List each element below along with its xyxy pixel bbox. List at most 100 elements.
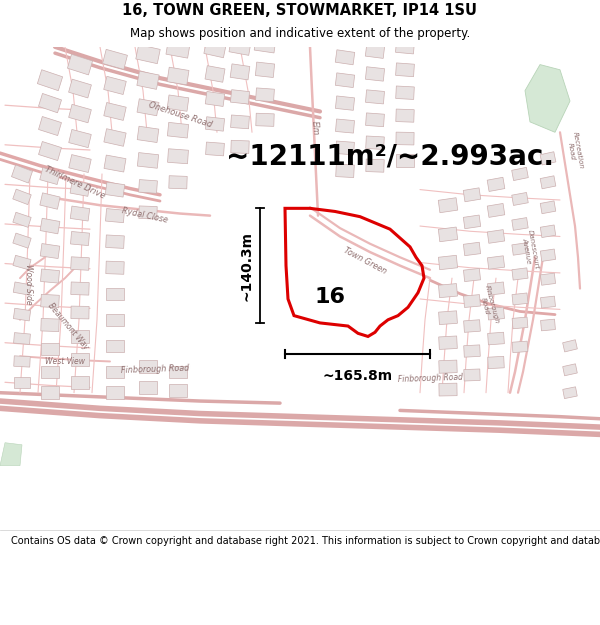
Bar xyxy=(464,320,481,332)
Text: Recreation
Road: Recreation Road xyxy=(565,131,584,171)
Bar xyxy=(488,332,505,345)
Bar xyxy=(230,64,250,80)
Bar xyxy=(365,67,385,81)
Bar xyxy=(563,364,577,376)
Text: Onehouse Road: Onehouse Road xyxy=(147,100,213,129)
Bar xyxy=(106,235,124,248)
Bar xyxy=(541,249,556,261)
Bar xyxy=(40,168,60,184)
Bar xyxy=(38,141,61,161)
Bar xyxy=(106,314,124,326)
Bar xyxy=(229,38,251,56)
Bar xyxy=(166,40,190,58)
Bar xyxy=(463,242,481,256)
Bar xyxy=(104,155,126,172)
Bar xyxy=(335,96,355,111)
Text: Wood Side: Wood Side xyxy=(23,264,32,304)
Bar xyxy=(136,44,160,64)
Bar xyxy=(106,261,124,274)
Bar xyxy=(106,209,124,222)
Bar xyxy=(512,242,528,255)
Bar xyxy=(463,268,481,282)
Bar xyxy=(464,294,481,308)
Bar xyxy=(68,104,91,122)
Bar xyxy=(41,386,59,399)
Bar xyxy=(71,306,89,319)
Bar xyxy=(540,152,556,165)
Bar xyxy=(167,95,189,111)
Bar xyxy=(206,142,224,156)
Bar xyxy=(106,288,124,300)
Bar xyxy=(563,387,577,399)
Bar xyxy=(41,269,59,283)
Bar xyxy=(463,215,481,229)
Bar xyxy=(256,62,275,78)
Text: West View: West View xyxy=(45,357,85,366)
Bar xyxy=(487,256,505,269)
Bar xyxy=(139,361,157,373)
Bar xyxy=(137,71,159,89)
Bar xyxy=(439,227,458,242)
Bar xyxy=(41,294,59,308)
Bar xyxy=(396,132,414,145)
Bar xyxy=(69,154,91,173)
Bar xyxy=(41,318,59,332)
Bar xyxy=(541,225,556,238)
Bar xyxy=(71,257,89,270)
Bar xyxy=(104,102,126,121)
Bar xyxy=(439,311,457,324)
Bar xyxy=(335,73,355,88)
Bar xyxy=(366,159,384,172)
Polygon shape xyxy=(525,64,570,132)
Bar xyxy=(487,282,505,295)
Bar xyxy=(365,113,385,127)
Bar xyxy=(14,377,30,388)
Bar xyxy=(71,353,89,366)
Bar xyxy=(464,369,480,381)
Bar xyxy=(37,70,62,91)
Bar xyxy=(205,66,225,82)
Bar xyxy=(512,293,528,305)
Bar xyxy=(488,356,504,369)
Bar xyxy=(396,109,414,122)
Bar xyxy=(335,119,355,133)
Bar xyxy=(365,90,385,104)
Bar xyxy=(335,164,355,177)
Bar xyxy=(169,366,187,378)
Bar xyxy=(103,49,127,69)
Text: Thirlmere Drive: Thirlmere Drive xyxy=(43,164,107,200)
Bar xyxy=(40,244,60,259)
Bar xyxy=(335,141,355,155)
Text: ~140.3m: ~140.3m xyxy=(239,231,253,301)
Bar xyxy=(487,204,505,217)
Bar xyxy=(13,308,31,321)
Bar xyxy=(540,176,556,189)
Bar xyxy=(541,319,556,331)
Bar xyxy=(104,129,126,146)
Bar xyxy=(105,182,125,197)
Bar xyxy=(41,366,59,378)
Polygon shape xyxy=(0,442,22,466)
Bar xyxy=(563,340,577,352)
Bar xyxy=(205,91,225,106)
Bar xyxy=(106,339,124,352)
Bar xyxy=(13,282,31,295)
Text: ~165.8m: ~165.8m xyxy=(322,369,392,382)
Bar xyxy=(169,176,187,189)
Bar xyxy=(167,122,188,138)
Bar xyxy=(40,218,60,234)
Bar xyxy=(335,50,355,65)
Bar xyxy=(67,54,92,75)
Bar xyxy=(487,229,505,243)
Bar xyxy=(439,284,457,298)
Bar xyxy=(464,345,480,358)
Bar xyxy=(365,44,385,58)
Bar xyxy=(137,126,159,142)
Bar xyxy=(204,40,226,58)
Bar xyxy=(38,94,62,112)
Bar xyxy=(541,273,556,285)
Text: 16: 16 xyxy=(314,287,346,307)
Bar xyxy=(463,188,481,202)
Bar xyxy=(71,282,89,295)
Bar xyxy=(167,149,188,164)
